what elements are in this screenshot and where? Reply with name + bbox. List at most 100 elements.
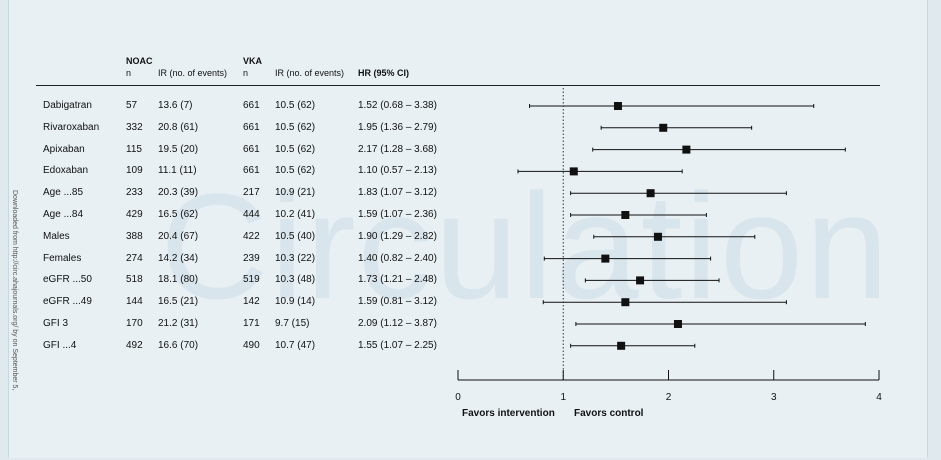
noac-ir-cell: 16.6 (70) — [158, 339, 199, 351]
hr-cell: 1.52 (0.68 – 3.38) — [358, 100, 437, 111]
noac-n-header: n — [126, 68, 132, 78]
table-row: Age ...84 429 16.5 (62) 444 10.2 (41) 1.59 (1… — [0, 207, 941, 223]
vka-ir-cell: 10.2 (41) — [275, 209, 316, 220]
hr-cell: 1.90 (1.29 – 2.82) — [358, 230, 437, 242]
hr-cell: 1.83 (1.07 – 3.12) — [358, 187, 437, 199]
table-row: GFI 3 170 21.2 (31) 171 9.7 (15) 2.09 (1.12 –… — [0, 316, 941, 332]
hr-point — [636, 276, 645, 285]
vka-n-cell: 444 — [243, 209, 260, 220]
row-label: eGFR ...50 — [43, 274, 92, 286]
noac-n-cell: 388 — [126, 230, 143, 242]
vka-ir-cell: 10.5 (62) — [275, 143, 316, 155]
noac-ir-cell: 20.8 (61) — [158, 121, 199, 133]
row-label: GFI ...4 — [43, 339, 77, 351]
row-label: Age ...84 — [43, 209, 84, 220]
vka-n-cell: 661 — [243, 165, 260, 177]
hr-point — [601, 254, 610, 263]
x-tick-label: 4 — [876, 392, 882, 403]
hr-cell: 1.59 (1.07 – 2.36) — [358, 209, 437, 220]
noac-n-cell: 332 — [126, 121, 143, 133]
vka-ir-cell: 10.9 (14) — [275, 296, 316, 308]
noac-ir-cell: 21.2 (31) — [158, 318, 199, 329]
hr-cell: 2.09 (1.12 – 3.87) — [358, 318, 437, 329]
noac-n-cell: 233 — [126, 187, 143, 199]
x-tick-label: 3 — [771, 392, 777, 403]
vka-ir-cell: 10.3 (22) — [275, 252, 316, 264]
vka-n-cell: 171 — [243, 318, 260, 329]
hr-cell: 1.95 (1.36 – 2.79) — [358, 121, 437, 133]
hr-point — [569, 167, 578, 176]
vka-ir-cell: 10.7 (47) — [275, 339, 316, 351]
vka-n-cell: 661 — [243, 143, 260, 155]
hr-point — [682, 145, 691, 154]
hr-point — [621, 211, 630, 219]
hr-point — [617, 341, 626, 350]
noac-ir-header: IR (no. of events) — [158, 68, 228, 78]
noac-n-cell: 57 — [126, 100, 138, 111]
noac-ir-cell: 18.1 (80) — [158, 274, 199, 286]
table-row: Females 274 14.2 (34) 239 10.3 (22) 1.40 (0.8… — [0, 251, 941, 267]
row-label: Edoxaban — [43, 165, 89, 177]
noac-header: NOAC — [126, 56, 153, 66]
hr-cell: 1.40 (0.82 – 2.40) — [358, 252, 437, 264]
row-label: Apixaban — [43, 143, 85, 155]
x-tick-label: 2 — [666, 392, 672, 403]
table-row: eGFR ...49 144 16.5 (21) 142 10.9 (14) 1.59 (… — [0, 294, 941, 310]
hr-point — [653, 232, 662, 241]
row-label: GFI 3 — [43, 318, 69, 329]
vka-ir-cell: 10.5 (40) — [275, 230, 316, 242]
noac-ir-cell: 20.3 (39) — [158, 187, 199, 199]
table-row: Dabigatran 57 13.6 (7) 661 10.5 (62) 1.52 (0.… — [0, 98, 941, 114]
table-row: Edoxaban 109 11.1 (11) 661 10.5 (62) 1.10 (0.… — [0, 163, 941, 179]
noac-n-cell: 115 — [126, 143, 142, 155]
x-tick-label: 0 — [455, 392, 461, 403]
vka-n-cell: 661 — [243, 121, 260, 133]
vka-n-cell: 217 — [243, 187, 260, 199]
hr-point — [659, 123, 668, 132]
header-divider — [36, 85, 880, 86]
vka-n-cell: 661 — [243, 100, 260, 111]
table-row: Males 388 20.4 (67) 422 10.5 (40) 1.90 (1.29 … — [0, 229, 941, 245]
noac-n-cell: 170 — [126, 318, 143, 329]
vka-n-cell: 239 — [243, 252, 260, 264]
noac-ir-cell: 16.5 (21) — [158, 296, 199, 308]
row-label: Rivaroxaban — [43, 121, 100, 133]
noac-n-cell: 109 — [126, 165, 143, 177]
vka-ir-cell: 10.5 (62) — [275, 100, 316, 111]
table-row: Age ...85 233 20.3 (39) 217 10.9 (21) 1.83 (1… — [0, 185, 941, 201]
hr-point — [613, 102, 622, 110]
noac-ir-cell: 13.6 (7) — [158, 100, 193, 111]
hr-point — [621, 298, 630, 307]
favors-intervention-label: Favors intervention — [462, 408, 555, 419]
row-label: Males — [43, 230, 70, 242]
vka-ir-cell: 10.5 (62) — [275, 165, 316, 177]
vka-ir-cell: 10.3 (48) — [275, 274, 316, 286]
row-label: Age ...85 — [43, 187, 84, 199]
noac-ir-cell: 20.4 (67) — [158, 230, 199, 242]
hr-cell: 1.73 (1.21 – 2.48) — [358, 274, 437, 286]
row-label: Dabigatran — [43, 100, 92, 111]
vka-ir-cell: 9.7 (15) — [275, 318, 310, 329]
vka-ir-cell: 10.9 (21) — [275, 187, 316, 199]
hr-cell: 1.55 (1.07 – 2.25) — [358, 339, 437, 351]
favors-control-label: Favors control — [574, 408, 644, 419]
vka-n-cell: 519 — [243, 274, 260, 286]
noac-n-cell: 274 — [126, 252, 143, 264]
noac-n-cell: 492 — [126, 339, 143, 351]
vka-header: VKA — [243, 56, 263, 66]
vka-n-cell: 142 — [243, 296, 260, 308]
noac-ir-cell: 11.1 (11) — [158, 165, 197, 177]
vka-n-header: n — [243, 68, 249, 78]
noac-n-cell: 518 — [126, 274, 143, 286]
vka-n-cell: 490 — [243, 339, 260, 351]
hr-cell: 1.59 (0.81 – 3.12) — [358, 296, 437, 308]
noac-ir-cell: 16.5 (62) — [158, 209, 199, 220]
table-row: Rivaroxaban 332 20.8 (61) 661 10.5 (62) 1.95 … — [0, 120, 941, 136]
vka-ir-cell: 10.5 (62) — [275, 121, 316, 133]
noac-n-cell: 144 — [126, 296, 143, 308]
hr-header: HR (95% CI) — [358, 68, 410, 78]
hr-cell: 2.17 (1.28 – 3.68) — [358, 143, 437, 155]
table-row: eGFR ...50 518 18.1 (80) 519 10.3 (48) 1.73 (… — [0, 272, 941, 288]
hr-cell: 1.10 (0.57 – 2.13) — [358, 165, 437, 177]
